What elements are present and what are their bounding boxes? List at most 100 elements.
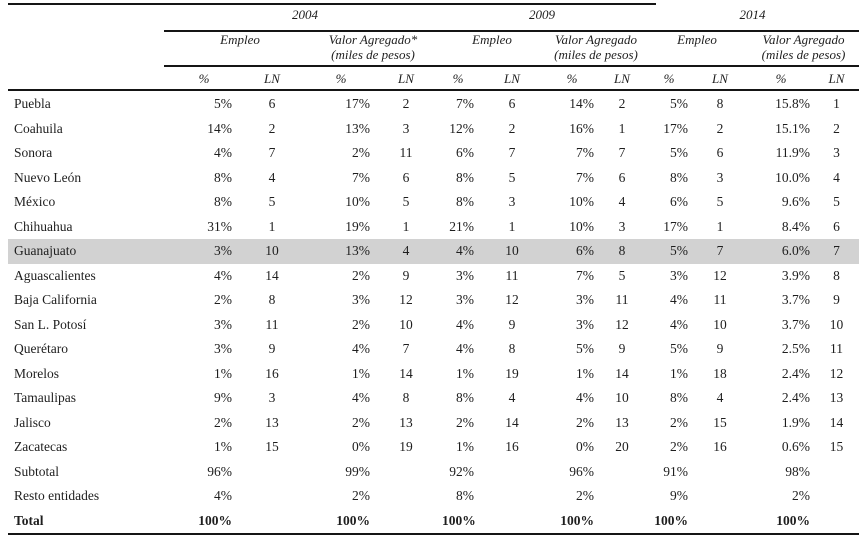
table-row: Querétaro 3% 9 4% 7 4% 8 5% 9 5% 9 2.5% 11 [8, 337, 859, 362]
table-row: Total 100% 100% 100% 100% 100% 100% [8, 509, 859, 534]
pct-cell: 2% [352, 267, 370, 283]
ln-cell [236, 460, 308, 485]
ln-cell [374, 509, 438, 534]
table-body: Puebla 5% 6 17% 2 7% 6 14% 2 5% 8 15.8% 1 Coahuila 14%… [8, 92, 859, 533]
pct-cell: 92% [449, 463, 474, 479]
table-row: Chihuahua 31% 1 19% 1 21% 1 10% 3 17% 1 8.4% 6 [8, 215, 859, 240]
valor-agregado-label: Valor Agregado [555, 32, 637, 47]
bottom-rule [8, 533, 859, 535]
table-row: Jalisco 2% 13 2% 13 2% 14 2% 13 2% 15 1.9% 14 [8, 411, 859, 436]
table-row: Coahuila 14% 2 13% 3 12% 2 16% 1 17% 2 15.1% 2 [8, 117, 859, 142]
ln-cell: 4 [268, 169, 276, 185]
pct-cell: 4% [576, 390, 594, 406]
ln-cell: 19 [505, 365, 519, 381]
row-label: Sonora [14, 145, 53, 161]
pct-cell: 4% [214, 488, 232, 504]
ln-cell [374, 460, 438, 485]
ln-cell: 3 [716, 169, 724, 185]
pct-cell: 3% [214, 341, 232, 357]
table-row: Aguascalientes 4% 14 2% 9 3% 11 7% 5 3% 12 3.9% 8 [8, 264, 859, 289]
ln-cell: 5 [402, 194, 410, 210]
pct-cell: 5% [576, 341, 594, 357]
pct-cell: 3% [456, 292, 474, 308]
pct-cell: 2% [576, 414, 594, 430]
ln-cell: 16 [713, 439, 727, 455]
ln-cell: 8 [508, 341, 516, 357]
ln-cell: 8 [833, 267, 840, 283]
table-row: México 8% 5 10% 5 8% 3 10% 4 6% 5 9.6% 5 [8, 190, 859, 215]
row-label: Aguascalientes [14, 267, 96, 283]
table-row: Morelos 1% 16 1% 14 1% 19 1% 14 1% 18 2.4% 12 [8, 362, 859, 387]
ln-cell: 6 [833, 218, 840, 234]
pct-cell: 16% [569, 120, 594, 136]
pct-cell: 5% [670, 96, 688, 112]
pct-cell: 21% [449, 218, 474, 234]
row-label: Tamaulipas [14, 390, 77, 406]
table-row: Tamaulipas 9% 3 4% 8 8% 4 4% 10 8% 4 2.4% 13 [8, 386, 859, 411]
ln-cell [814, 484, 859, 509]
ln-cell: 3 [268, 390, 276, 406]
pct-cell: 17% [663, 120, 688, 136]
pct-cell: 3.7% [781, 292, 810, 308]
year-header-row: 2004 2009 2014 [8, 0, 859, 30]
ln-cell: 7 [618, 145, 626, 161]
row-label: Coahuila [14, 120, 63, 136]
row-label: Guanajuato [14, 243, 77, 259]
pct-cell: 2% [214, 414, 232, 430]
pct-cell: 3% [214, 243, 232, 259]
pct-cell: 100% [442, 512, 476, 528]
ln-cell: 12 [829, 365, 844, 381]
ln-cell: 11 [830, 341, 843, 357]
pct-cell: 13% [345, 243, 370, 259]
pct-cell: 14% [569, 96, 594, 112]
corner-cell [8, 0, 172, 30]
pct-cell: 4% [456, 243, 474, 259]
valor-agregado-header: Valor Agregado* (miles de pesos) [308, 30, 438, 66]
table-row: Sonora 4% 7 2% 11 6% 7 7% 7 5% 6 11.9% 3 [8, 141, 859, 166]
table-row: Baja California 2% 8 3% 12 3% 12 3% 11 4% 11 3.7% 9 [8, 288, 859, 313]
empleo-header: Empleo [220, 32, 260, 47]
ln-cell: 11 [615, 292, 629, 308]
pct-cell: 8% [214, 194, 232, 210]
pct-cell: 98% [785, 463, 810, 479]
ln-cell: 7 [402, 341, 410, 357]
ln-cell: 1 [833, 96, 840, 112]
pct-cell: 100% [198, 512, 232, 528]
pct-cell: 3% [576, 292, 594, 308]
pct-cell: 6.0% [781, 243, 810, 259]
pct-cell: 8% [456, 488, 474, 504]
ln-cell [374, 484, 438, 509]
pct-cell: 7% [352, 169, 370, 185]
pct-cell: 4% [456, 316, 474, 332]
pct-cell: 2% [352, 488, 370, 504]
ln-cell: 18 [713, 365, 727, 381]
pct-cell: 2% [456, 414, 474, 430]
pct-cell: 8% [456, 390, 474, 406]
pct-cell: 4% [352, 341, 370, 357]
row-label: Zacatecas [14, 439, 68, 455]
ln-cell: 13 [829, 390, 844, 406]
pct-cell: 1% [670, 365, 688, 381]
pct-cell: 100% [776, 512, 810, 528]
pct-cell: 96% [207, 463, 232, 479]
pct-cell: 3% [214, 316, 232, 332]
pct-cell: 0% [352, 439, 370, 455]
ln-cell: 1 [268, 218, 276, 234]
empleo-header: Empleo [677, 32, 717, 47]
ln-cell [598, 484, 646, 509]
ln-cell: 10 [829, 316, 844, 332]
ln-cell: 7 [268, 145, 276, 161]
pct-header: % [335, 71, 347, 86]
pct-cell: 1% [576, 365, 594, 381]
pct-cell: 100% [654, 512, 688, 528]
valor-agregado-header: Valor Agregado (miles de pesos) [748, 30, 859, 66]
pct-cell: 1% [214, 439, 232, 455]
ln-cell: 3 [402, 120, 410, 136]
pct-cell: 7% [576, 267, 594, 283]
table-row: Nuevo León 8% 4 7% 6 8% 5 7% 6 8% 3 10.0% 4 [8, 166, 859, 191]
empleo-header: Empleo [472, 32, 512, 47]
ln-cell: 15 [713, 414, 727, 430]
ln-cell [692, 509, 748, 534]
under-groups-rule [164, 65, 859, 67]
pct-cell: 1% [456, 365, 474, 381]
